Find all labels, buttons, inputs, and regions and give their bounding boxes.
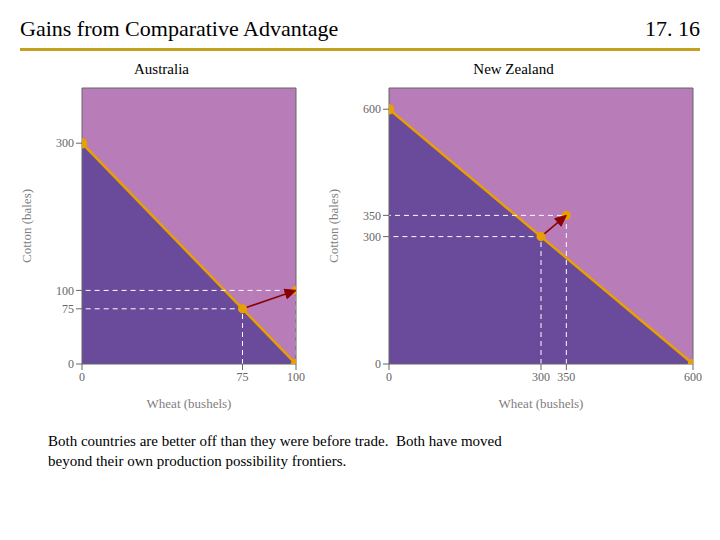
svg-text:Wheat (bushels): Wheat (bushels) xyxy=(498,396,583,411)
svg-text:Cotton (bales): Cotton (bales) xyxy=(325,189,340,263)
svg-text:100: 100 xyxy=(287,370,305,384)
svg-text:Wheat (bushels): Wheat (bushels) xyxy=(146,396,231,411)
svg-text:600: 600 xyxy=(684,370,702,384)
svg-text:300: 300 xyxy=(532,370,550,384)
html-text:Both countries are better off: Both countries are better off than they … xyxy=(48,433,502,469)
svg-text:0: 0 xyxy=(375,357,381,371)
html-text:Australia: Australia xyxy=(134,61,189,77)
svg-text:75: 75 xyxy=(62,302,74,316)
svg-text:0: 0 xyxy=(68,357,74,371)
svg-text:600: 600 xyxy=(363,102,381,116)
html-text:New Zealand: New Zealand xyxy=(473,61,554,77)
svg-text:Cotton (bales): Cotton (bales) xyxy=(18,189,33,263)
svg-text:300: 300 xyxy=(363,230,381,244)
svg-text:0: 0 xyxy=(79,370,85,384)
svg-text:100: 100 xyxy=(56,284,74,298)
svg-text:0: 0 xyxy=(386,370,392,384)
svg-text:300: 300 xyxy=(56,136,74,150)
html-text:Gains from Comparative Advanta: Gains from Comparative Advantage xyxy=(20,16,339,41)
svg-text:75: 75 xyxy=(236,370,248,384)
svg-text:350: 350 xyxy=(557,370,575,384)
html-text:17. 16: 17. 16 xyxy=(645,16,700,41)
svg-text:350: 350 xyxy=(363,209,381,223)
